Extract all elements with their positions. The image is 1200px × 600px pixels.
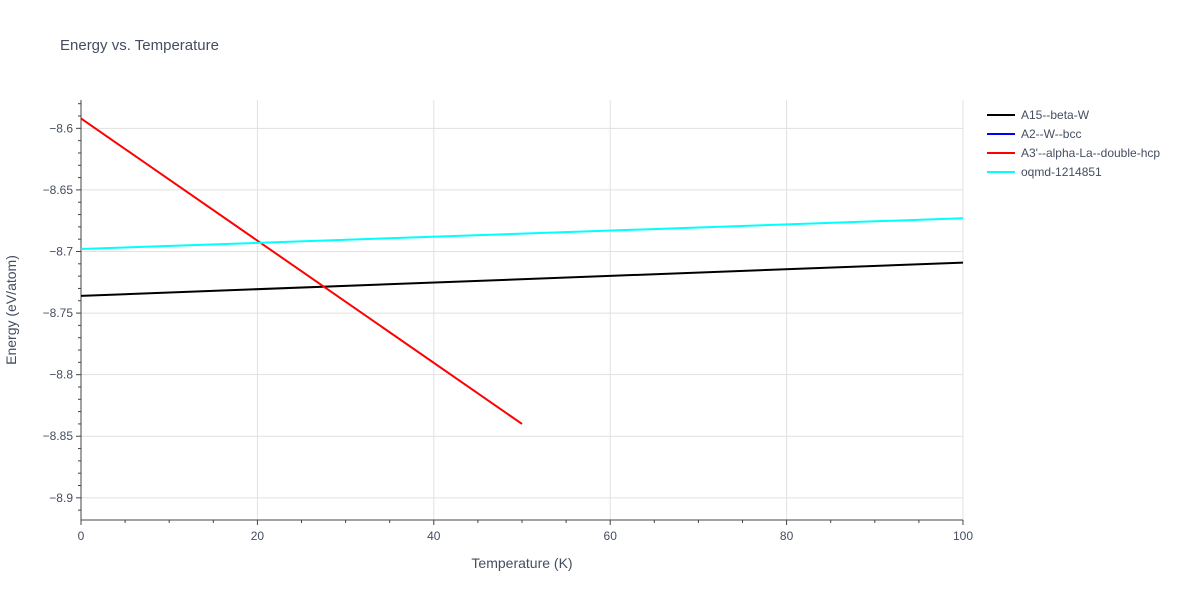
x-tick-label: 60 xyxy=(604,529,618,543)
x-axis-title: Temperature (K) xyxy=(471,555,572,571)
legend-label: oqmd-1214851 xyxy=(1021,165,1102,179)
y-tick-label: −8.8 xyxy=(49,368,73,382)
series-line-oqmd-1214851 xyxy=(80,217,964,251)
y-tick-label: −8.85 xyxy=(43,429,74,443)
grid-lines xyxy=(81,100,964,520)
y-axis-title: Energy (eV/atom) xyxy=(3,255,19,365)
y-tick-label: −8.7 xyxy=(49,244,73,258)
legend-label: A2--W--bcc xyxy=(1021,127,1081,141)
chart-title: Energy vs. Temperature xyxy=(60,37,219,54)
tick-labels: 0 20 40 60 80 100 −8.6 −8.65 −8.7 −8.75 −8.8 −8.85 −… xyxy=(43,121,974,543)
y-tick-label: −8.65 xyxy=(43,183,74,197)
x-tick-label: 0 xyxy=(78,529,85,543)
legend-item-a15-beta-w[interactable]: A15--beta-W xyxy=(987,108,1090,122)
series-line-a15-beta-w xyxy=(80,261,964,297)
x-tick-label: 20 xyxy=(251,529,265,543)
y-tick-label: −8.75 xyxy=(43,306,74,320)
legend-item-oqmd-1214851[interactable]: oqmd-1214851 xyxy=(987,165,1102,179)
legend-label: A3'--alpha-La--double-hcp xyxy=(1021,146,1160,160)
y-tick-label: −8.9 xyxy=(49,491,73,505)
series-line-a3-alpha-la-double-hcp xyxy=(80,117,523,425)
x-tick-label: 40 xyxy=(427,529,441,543)
x-tick-label: 80 xyxy=(780,529,794,543)
y-tick-label: −8.6 xyxy=(49,121,73,135)
legend-item-a3-alpha-la-double-hcp[interactable]: A3'--alpha-La--double-hcp xyxy=(987,146,1160,160)
legend-item-a2-w-bcc[interactable]: A2--W--bcc xyxy=(987,127,1081,141)
legend-label: A15--beta-W xyxy=(1021,108,1090,122)
plot-area xyxy=(80,117,964,425)
x-tick-label: 100 xyxy=(953,529,973,543)
legend[interactable]: A15--beta-W A2--W--bcc A3'--alpha-La--doub… xyxy=(987,108,1160,179)
axes xyxy=(76,100,964,525)
